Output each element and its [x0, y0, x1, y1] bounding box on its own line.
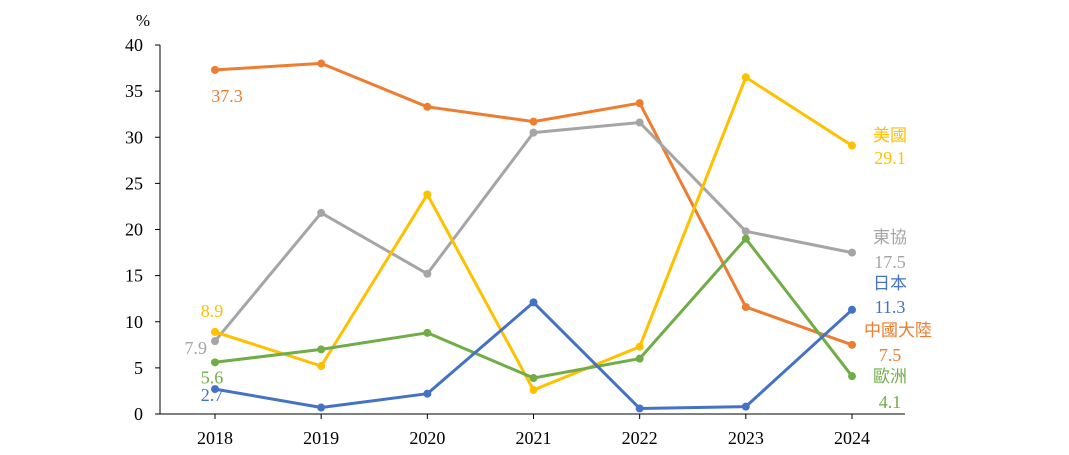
data-point [741, 302, 750, 311]
x-tick-label: 2023 [728, 428, 764, 448]
x-tick-label: 2022 [622, 428, 658, 448]
y-tick-label: 40 [125, 35, 143, 55]
x-tick-label: 2018 [197, 428, 233, 448]
data-point [211, 65, 219, 74]
data-point [423, 269, 432, 278]
y-tick-label: 5 [134, 358, 143, 378]
data-point [848, 141, 856, 150]
y-tick-label: 20 [125, 220, 143, 240]
data-point [211, 327, 219, 336]
series-group [211, 59, 856, 349]
data-point [423, 102, 432, 111]
series-name-label: 歐洲 [873, 367, 907, 387]
labels-layer: 37.3 7.9 8.9 5.62.7 29.1 17.5 11.3 7.5 4.1 中國大陸 東協… [185, 86, 933, 412]
data-point [635, 354, 644, 363]
data-label: 17.5 [874, 252, 906, 272]
series-line [213, 237, 854, 380]
data-point [423, 328, 432, 337]
y-tick-label: 30 [125, 127, 143, 147]
data-label: 37.3 [211, 86, 243, 106]
data-label: 2.7 [201, 385, 224, 405]
y-tick-label: 15 [125, 266, 143, 286]
data-label: 4.1 [879, 392, 902, 412]
data-point [529, 298, 538, 307]
data-point [635, 118, 644, 127]
data-point [635, 404, 644, 413]
data-point [529, 386, 538, 395]
data-point [317, 59, 326, 68]
data-point [848, 305, 856, 314]
data-point [741, 73, 750, 82]
data-point [848, 248, 856, 257]
data-point [317, 345, 326, 354]
data-point [423, 389, 432, 398]
data-point [848, 372, 856, 381]
data-label: 29.1 [874, 148, 906, 168]
x-tick-label: 2019 [303, 428, 339, 448]
data-point [741, 227, 750, 236]
data-point [741, 234, 750, 243]
y-axis-unit-label: % [136, 11, 150, 30]
data-label: 7.9 [185, 338, 208, 358]
y-tick-label: 35 [125, 81, 143, 101]
series-group [211, 234, 856, 383]
data-point [848, 340, 856, 349]
series-layer [211, 59, 856, 413]
data-label: 5.6 [201, 367, 224, 387]
data-point [211, 337, 219, 346]
x-tick-label: 2024 [834, 428, 870, 448]
data-point [635, 99, 644, 108]
y-tick-label: 25 [125, 173, 143, 193]
series-group [211, 73, 856, 395]
data-point [423, 190, 432, 199]
y-tick-label: 10 [125, 312, 143, 332]
data-label: 11.3 [875, 297, 906, 317]
series-name-label: 日本 [873, 274, 907, 294]
x-tick-label: 2020 [409, 428, 445, 448]
y-tick-label: 0 [134, 404, 143, 424]
x-tick-label: 2021 [516, 428, 552, 448]
data-label: 7.5 [879, 345, 902, 365]
series-group [211, 118, 856, 346]
data-label: 8.9 [201, 301, 224, 321]
series-group [211, 298, 856, 413]
series-line [213, 121, 854, 343]
data-point [317, 403, 326, 412]
data-point [529, 374, 538, 383]
series-name-label: 美國 [873, 126, 907, 146]
data-point [635, 342, 644, 351]
data-point [211, 358, 219, 367]
data-point [529, 117, 538, 126]
data-point [317, 362, 326, 371]
series-name-label: 東協 [873, 228, 907, 248]
data-point [741, 402, 750, 411]
data-point [317, 208, 326, 217]
series-name-label: 中國大陸 [864, 321, 932, 341]
axes: % 0 5 10 15 20 25 30 35 40 2018 2019 2020 2021 2022 202… [125, 11, 905, 448]
data-point [211, 385, 219, 394]
data-point [529, 128, 538, 137]
